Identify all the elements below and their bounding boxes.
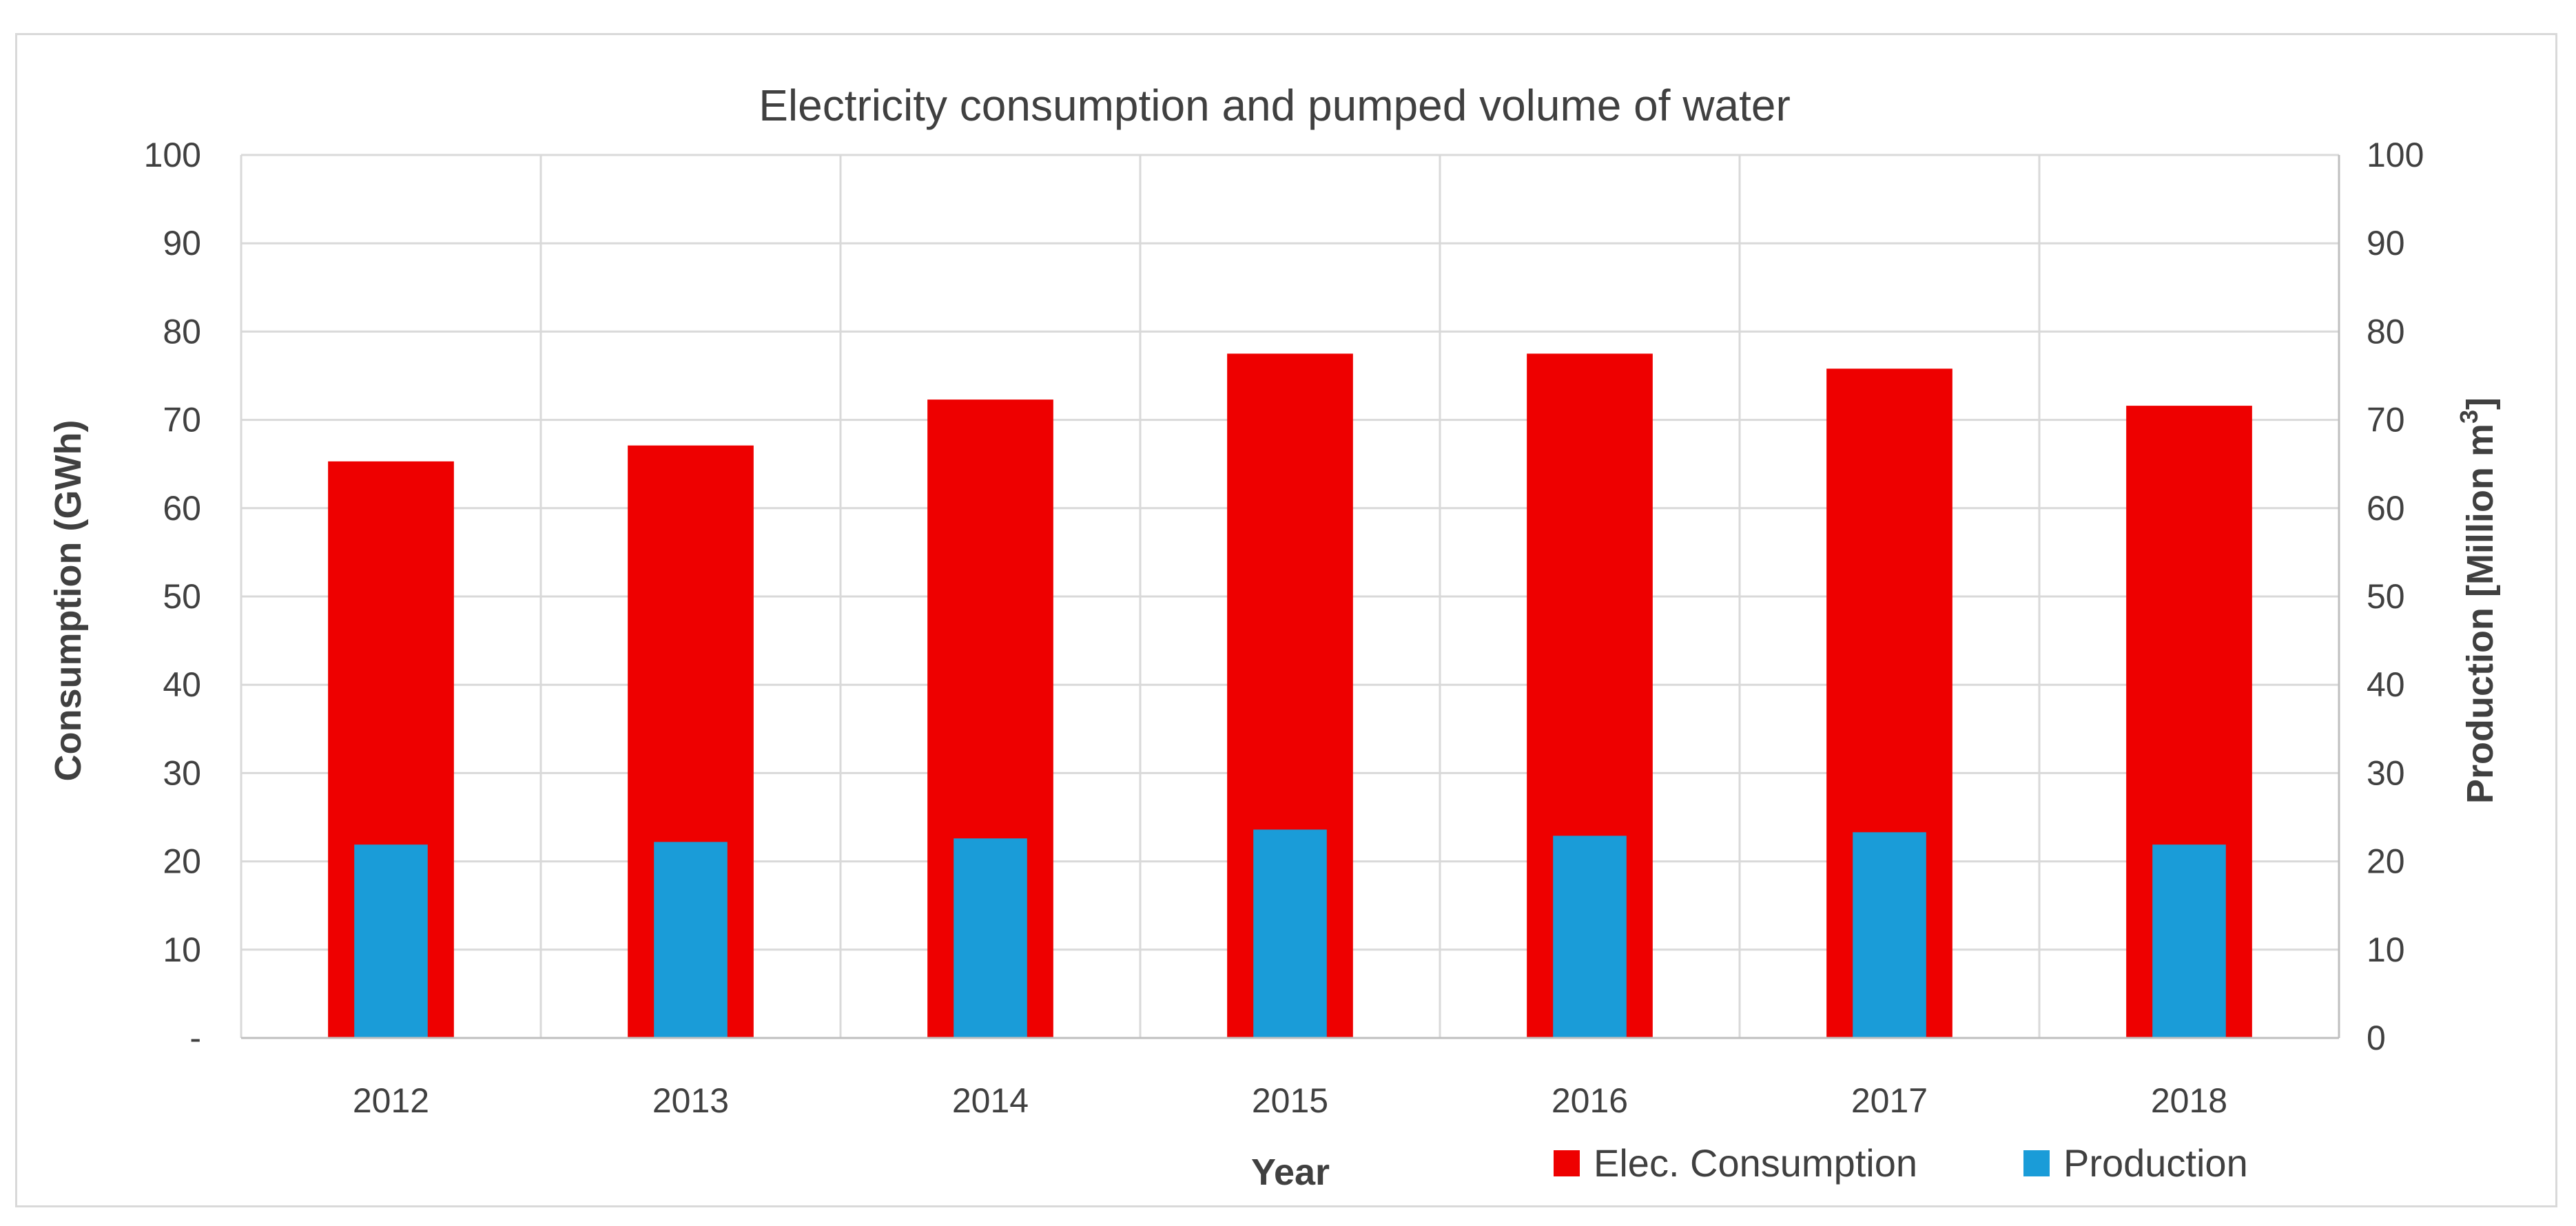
x-tick-label: 2017 <box>1851 1081 1928 1120</box>
x-tick-label: 2014 <box>952 1081 1029 1120</box>
production-bar-2014 <box>954 838 1027 1038</box>
x-axis-ticks: 2012 2013 2014 2015 2016 2017 2018 <box>353 1081 2227 1120</box>
legend-swatch-consumption <box>1554 1150 1580 1176</box>
y-tick-label: 30 <box>163 754 201 792</box>
chart-title: Electricity consumption and pumped volum… <box>759 81 1791 130</box>
production-bar-2017 <box>1853 832 1926 1038</box>
y-tick-label: 10 <box>163 931 201 969</box>
axes <box>241 155 2340 1039</box>
y2-tick-label: 50 <box>2367 577 2405 616</box>
y-tick-label: 80 <box>163 312 201 351</box>
right-axis-ticks: 0 10 20 30 40 50 60 70 80 90 100 <box>2367 136 2424 1057</box>
y-tick-label: - <box>189 1019 201 1057</box>
y-tick-label: 90 <box>163 224 201 262</box>
production-bars <box>354 829 2226 1038</box>
y2-axis-title: Production [Million m3] <box>2455 397 2501 804</box>
y2-tick-label: 70 <box>2367 401 2405 439</box>
x-tick-label: 2012 <box>353 1081 429 1120</box>
production-bar-2016 <box>1553 835 1627 1038</box>
y-tick-label: 40 <box>163 665 201 704</box>
y2-axis-title-superscript: 3 <box>2455 410 2483 424</box>
legend: Elec. Consumption Production <box>1554 1141 2248 1185</box>
y2-tick-label: 80 <box>2367 312 2405 351</box>
production-bar-2013 <box>654 842 728 1038</box>
y-tick-label: 20 <box>163 842 201 881</box>
production-bar-2015 <box>1253 829 1327 1038</box>
x-axis-title: Year <box>1251 1152 1330 1193</box>
y2-tick-label: 0 <box>2367 1019 2386 1057</box>
x-tick-label: 2015 <box>1252 1081 1328 1120</box>
legend-label-production: Production <box>2063 1141 2248 1185</box>
legend-swatch-production <box>2023 1150 2050 1176</box>
legend-label-consumption: Elec. Consumption <box>1594 1141 1917 1185</box>
y2-tick-label: 30 <box>2367 754 2405 792</box>
consumption-bars <box>328 353 2252 1038</box>
y-tick-label: 50 <box>163 577 201 616</box>
y2-tick-label: 20 <box>2367 842 2405 881</box>
y2-tick-label: 10 <box>2367 931 2405 969</box>
y2-axis-title-main: Production [Million m <box>2460 424 2501 804</box>
left-axis-ticks: - 10 20 30 40 50 60 70 80 90 100 <box>144 136 201 1057</box>
x-tick-label: 2018 <box>2151 1081 2227 1120</box>
y-tick-label: 60 <box>163 489 201 528</box>
y-tick-label: 70 <box>163 401 201 439</box>
production-bar-2018 <box>2152 844 2226 1038</box>
x-tick-label: 2016 <box>1552 1081 1628 1120</box>
x-tick-label: 2013 <box>652 1081 729 1120</box>
y-tick-label: 100 <box>144 136 201 174</box>
y2-tick-label: 90 <box>2367 224 2405 262</box>
y-axis-title: Consumption (GWh) <box>48 420 89 782</box>
y2-tick-label: 40 <box>2367 665 2405 704</box>
production-bar-2012 <box>354 844 428 1038</box>
y2-tick-label: 60 <box>2367 489 2405 528</box>
y2-tick-label: 100 <box>2367 136 2424 174</box>
y2-axis-title-close: ] <box>2460 397 2501 410</box>
